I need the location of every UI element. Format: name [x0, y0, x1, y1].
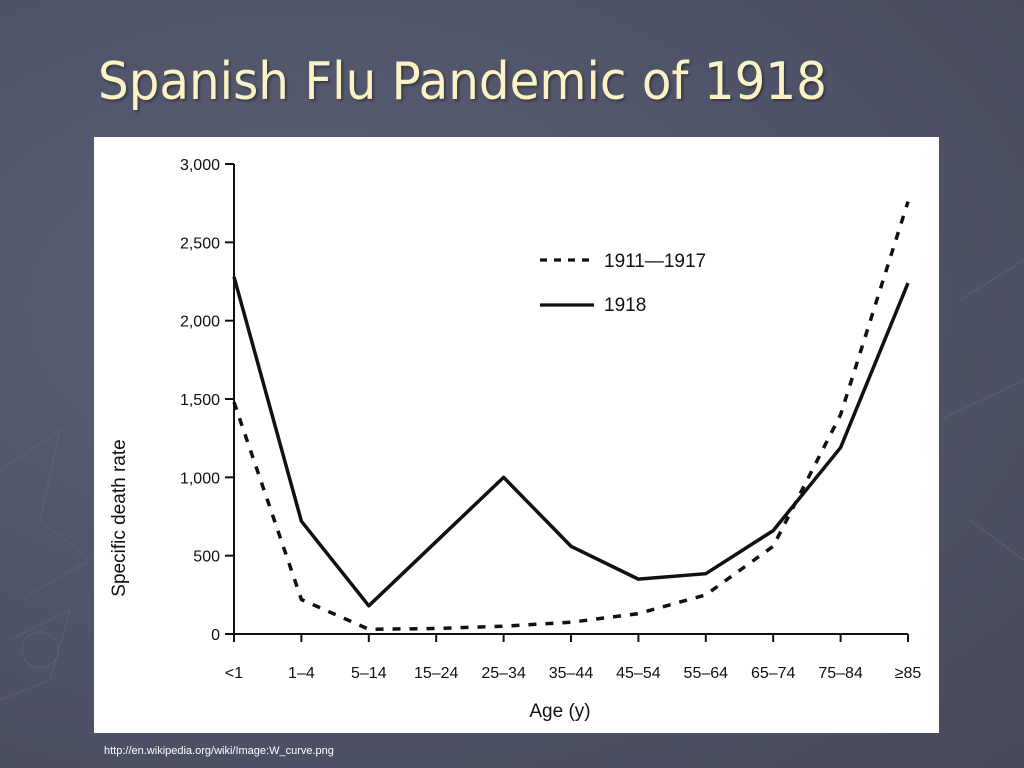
x-tick-label: 45–54 [616, 665, 661, 682]
y-tick-label: 3,000 [180, 157, 220, 174]
x-tick-label: 75–84 [818, 665, 863, 682]
death-rate-chart: 0 500 1,000 1,500 2,000 2,500 3,000 <1 1–4 5–14 1… [109, 157, 922, 722]
x-axis-ticks: <1 1–4 5–14 15–24 25–34 35–44 45–54 55–64 65–74 7… [225, 634, 922, 682]
y-tick-label: 1,500 [180, 392, 220, 409]
y-axis-ticks: 0 500 1,000 1,500 2,000 2,500 3,000 [180, 157, 234, 644]
x-tick-label: 55–64 [684, 665, 729, 682]
y-tick-label: 2,500 [180, 235, 220, 252]
y-tick-label: 500 [193, 549, 220, 566]
x-tick-label: 1–4 [288, 665, 315, 682]
x-tick-label: 15–24 [414, 665, 459, 682]
series-lines [232, 201, 910, 632]
source-link[interactable]: http://en.wikipedia.org/wiki/Image:W_cur… [104, 745, 334, 757]
slide-title: Spanish Flu Pandemic of 1918 [98, 52, 827, 112]
legend-label-1918: 1918 [604, 295, 646, 316]
x-tick-label: 25–34 [481, 665, 526, 682]
y-axis-title: Specific death rate [109, 439, 130, 596]
legend-label-1911-1917: 1911—1917 [604, 251, 706, 272]
y-tick-label: 1,000 [180, 470, 220, 487]
x-tick-label: <1 [225, 665, 243, 682]
y-tick-label: 0 [211, 627, 220, 644]
chart-panel: 0 500 1,000 1,500 2,000 2,500 3,000 <1 1–4 5–14 1… [94, 137, 939, 733]
x-tick-label: ≥85 [895, 665, 922, 682]
x-tick-label: 35–44 [549, 665, 594, 682]
series-line-1918 [232, 276, 910, 608]
legend: 1911—1917 1918 [540, 251, 706, 316]
x-tick-label: 5–14 [351, 665, 387, 682]
x-axis-title: Age (y) [529, 701, 590, 722]
x-tick-label: 65–74 [751, 665, 796, 682]
y-tick-label: 2,000 [180, 314, 220, 331]
